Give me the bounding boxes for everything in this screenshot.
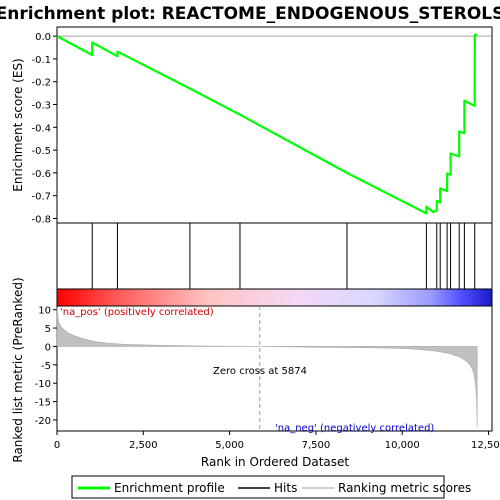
zero-cross-annotation: Zero cross at 5874 bbox=[213, 366, 307, 377]
ranked-y-tick-label: -15 bbox=[35, 398, 51, 409]
pos-annotation: 'na_pos' (positively correlated) bbox=[60, 307, 214, 318]
ranked-metric-panel: 10 5 0 -5 -10 -15 -20 0 2,500 5,000 7,500 10,000 12… bbox=[11, 277, 500, 469]
ranked-x-tick-label: 12,500 bbox=[471, 440, 500, 451]
hit-markers bbox=[91, 223, 476, 289]
enrichment-profile-line bbox=[56, 33, 478, 215]
es-y-tick-label: -0.1 bbox=[31, 55, 51, 66]
ranked-x-tick-label: 5,000 bbox=[215, 440, 244, 451]
chart-title: Enrichment plot: REACTOME_ENDOGENOUS_STE… bbox=[0, 4, 500, 24]
es-y-tick-label: -0.3 bbox=[31, 100, 51, 111]
legend-label-enrichment-profile: Enrichment profile bbox=[114, 481, 225, 495]
es-y-axis-label: Enrichment score (ES) bbox=[11, 58, 25, 191]
es-panel: 0.0 -0.1 -0.2 -0.3 -0.4 -0.5 -0.6 -0.7 -0.8 Enri… bbox=[11, 26, 493, 225]
es-y-tick-label: 0.0 bbox=[35, 32, 51, 43]
es-y-tick-label: -0.8 bbox=[31, 214, 51, 225]
ranking-colorbar bbox=[56, 288, 493, 307]
ranking-metric-series bbox=[56, 307, 478, 428]
ranked-y-tick-label: 5 bbox=[45, 324, 51, 335]
ranked-y-tick-label: 0 bbox=[45, 342, 51, 353]
es-y-tick-label: -0.4 bbox=[31, 123, 51, 134]
hits-panel bbox=[56, 222, 493, 290]
hits-plot-area bbox=[56, 222, 493, 290]
ranked-y-tick-label: 10 bbox=[38, 306, 51, 317]
legend-label-ranking-metric-scores: Ranking metric scores bbox=[338, 481, 471, 495]
es-y-tick-label: -0.5 bbox=[31, 146, 51, 157]
ranking-metric-area bbox=[56, 307, 478, 428]
ranked-x-axis-label: Rank in Ordered Dataset bbox=[201, 455, 349, 469]
ranked-plot-area bbox=[56, 305, 493, 432]
ranked-x-axis-ticks: 0 2,500 5,000 7,500 10,000 12,500 bbox=[54, 431, 500, 451]
ranked-x-tick-label: 10,000 bbox=[385, 440, 420, 451]
es-y-tick-label: -0.6 bbox=[31, 169, 51, 180]
ranked-y-tick-label: -10 bbox=[35, 379, 51, 390]
ranked-y-axis-ticks: 10 5 0 -5 -10 -15 -20 bbox=[35, 306, 57, 427]
ranked-y-tick-label: -20 bbox=[35, 416, 51, 427]
es-y-tick-label: -0.2 bbox=[31, 78, 51, 89]
es-y-tick-label: -0.7 bbox=[31, 192, 51, 203]
es-y-axis-ticks: 0.0 -0.1 -0.2 -0.3 -0.4 -0.5 -0.6 -0.7 -0.8 bbox=[31, 32, 57, 225]
legend: Enrichment profile Hits Ranking metric s… bbox=[71, 475, 471, 499]
ranked-x-tick-label: 2,500 bbox=[129, 440, 158, 451]
ranked-y-tick-label: -5 bbox=[41, 361, 51, 372]
es-plot-area bbox=[56, 26, 493, 224]
ranked-x-tick-label: 7,500 bbox=[302, 440, 331, 451]
enrichment-profile-series bbox=[56, 33, 478, 215]
legend-box bbox=[71, 475, 445, 499]
ranked-y-axis-label: Ranked list metric (PreRanked) bbox=[11, 277, 25, 462]
legend-label-hits: Hits bbox=[274, 481, 297, 495]
ranked-x-tick-label: 0 bbox=[54, 440, 60, 451]
neg-annotation: 'na_neg' (negatively correlated) bbox=[275, 423, 434, 434]
